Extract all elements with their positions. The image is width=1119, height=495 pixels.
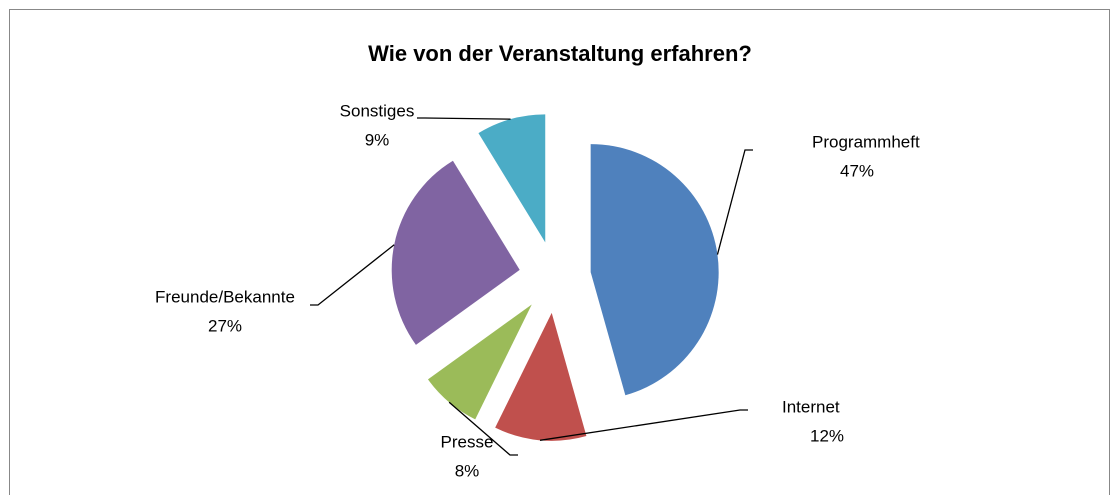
pie-slice	[478, 114, 546, 243]
leader-line	[716, 149, 753, 255]
pie-slice	[590, 144, 719, 396]
leader-line	[417, 117, 511, 120]
slice-label: Programmheft	[812, 132, 920, 151]
slice-value-label: 9%	[365, 130, 390, 149]
pie-slice	[495, 312, 587, 441]
leader-line	[539, 409, 748, 441]
pie-slice	[391, 160, 520, 345]
slice-value-label: 47%	[840, 161, 874, 180]
leader-line	[310, 244, 395, 306]
slice-label: Presse	[441, 432, 494, 451]
slice-label: Freunde/Bekannte	[155, 287, 295, 306]
chart-title: Wie von der Veranstaltung erfahren?	[368, 41, 752, 66]
slice-value-label: 27%	[208, 316, 242, 335]
leader-line	[448, 401, 518, 456]
slice-value-label: 8%	[455, 461, 480, 480]
slice-label: Internet	[782, 397, 840, 416]
pie-slice	[427, 304, 532, 420]
slice-value-label: 12%	[810, 426, 844, 445]
slice-label: Sonstiges	[340, 101, 415, 120]
